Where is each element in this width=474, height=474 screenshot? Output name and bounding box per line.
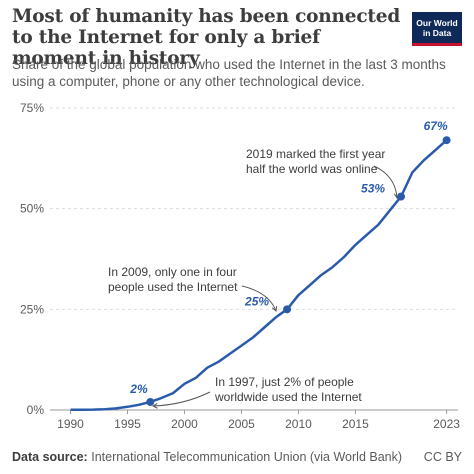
highlight-point xyxy=(283,305,292,314)
y-tick-label: 75% xyxy=(20,101,44,115)
y-tick-label: 0% xyxy=(27,403,45,417)
annotation-arrowhead xyxy=(151,403,158,409)
annotation-text: 2019 marked the first year xyxy=(246,147,385,161)
grid-layer: 0% 25% 50% 75% 1990 1995 2000 2005 2010 2015 2023 xyxy=(20,101,460,431)
highlight-point xyxy=(442,136,451,145)
x-tick-label: 2015 xyxy=(342,417,369,431)
highlight-label: 25% xyxy=(244,294,269,308)
y-tick-label: 25% xyxy=(20,302,44,316)
annotation-arrowhead xyxy=(271,305,278,312)
license-link[interactable]: CC BY xyxy=(423,450,462,464)
annotation-text: half the world was online xyxy=(246,162,378,176)
x-tick-label: 1990 xyxy=(57,417,84,431)
x-tick-label: 2005 xyxy=(228,417,255,431)
x-tick-label: 2023 xyxy=(433,417,460,431)
highlight-label: 67% xyxy=(424,119,448,133)
logo-line-2: in Data xyxy=(422,28,452,38)
x-tick-label: 1995 xyxy=(114,417,141,431)
owid-logo[interactable]: Our World in Data xyxy=(412,12,462,46)
annotation-arrow xyxy=(152,391,211,407)
x-tick-label: 2000 xyxy=(171,417,198,431)
highlight-point xyxy=(397,192,406,201)
chart-title: Most of humanity has been connected to t… xyxy=(12,6,401,69)
chart-subtitle: Share of the global population who used … xyxy=(12,57,446,89)
series-line xyxy=(70,139,448,412)
annotation-arrow xyxy=(241,285,277,312)
annotation-text: In 2009, only one in four xyxy=(108,265,237,279)
source-note: Data source: International Telecommunica… xyxy=(12,450,462,464)
x-tick-label: 2010 xyxy=(285,417,312,431)
highlight-point xyxy=(146,397,155,406)
logo-line-1: Our World xyxy=(416,18,458,28)
y-tick-label: 50% xyxy=(20,202,44,216)
annotation-text: worldwide used the Internet xyxy=(214,390,362,404)
annotation-arrow xyxy=(373,165,398,199)
source-text[interactable]: International Telecommunication Union (v… xyxy=(91,450,403,464)
annotation-text: people used the Internet xyxy=(108,280,238,294)
highlight-label: 53% xyxy=(361,182,385,196)
source-label: Data source: xyxy=(12,450,88,464)
highlight-label: 2% xyxy=(129,382,148,396)
annotation-text: In 1997, just 2% of people xyxy=(215,375,354,389)
marker-layer: 2% 25% 53% 67% xyxy=(129,119,451,406)
